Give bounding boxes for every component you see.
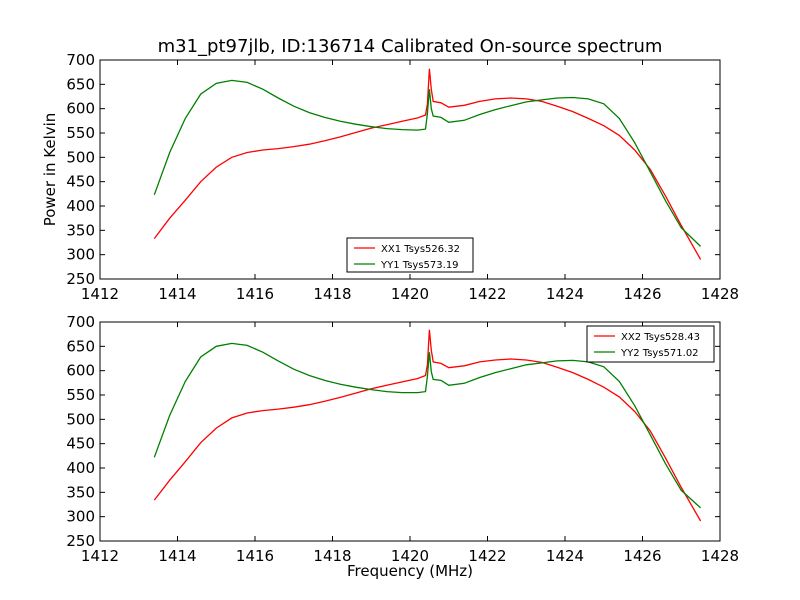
x-tick-label: 1412 — [81, 547, 119, 565]
y-tick-label: 550 — [66, 124, 95, 142]
y-tick-label: 500 — [66, 410, 95, 428]
legend: XX2 Tsys528.43 YY2 Tsys571.02 — [586, 325, 715, 363]
x-tick-label: 1422 — [468, 285, 506, 303]
x-tick-label: 1420 — [391, 547, 429, 565]
x-tick-label: 1428 — [701, 547, 739, 565]
y-axis-label: Power in Kelvin — [41, 113, 59, 227]
y-tick-label: 250 — [66, 532, 95, 550]
y-tick-label: 600 — [66, 362, 95, 380]
bottom-panel: 1412 1414 1416 1418 1420 1422 1424 1426 1428 250 3… — [66, 313, 739, 580]
x-tick-label: 1428 — [701, 285, 739, 303]
legend: XX1 Tsys526.32 YY1 Tsys573.19 — [346, 237, 474, 273]
figure-title: m31_pt97jlb, ID:136714 Calibrated On-sou… — [158, 36, 663, 57]
y-tick-label: 450 — [66, 435, 95, 453]
y-tick-label: 700 — [66, 313, 95, 331]
series-line-yy1 — [153, 79, 702, 247]
x-tick-label: 1416 — [236, 285, 274, 303]
x-tick-label: 1418 — [313, 285, 351, 303]
series-line-xx2 — [153, 329, 702, 522]
series-line-yy2 — [153, 342, 702, 509]
x-tick-label: 1424 — [546, 285, 584, 303]
x-tick-label: 1416 — [236, 547, 274, 565]
x-tick-label: 1418 — [313, 547, 351, 565]
y-tick-label: 550 — [66, 386, 95, 404]
x-tick-label: 1424 — [546, 547, 584, 565]
x-axis-label: Frequency (MHz) — [347, 562, 473, 580]
y-tick-label: 250 — [66, 270, 95, 288]
legend-box — [586, 325, 715, 363]
y-tick-label: 300 — [66, 508, 95, 526]
legend-entry: XX1 Tsys526.32 — [381, 244, 460, 255]
y-tick-label: 500 — [66, 148, 95, 166]
legend-entry: YY2 Tsys571.02 — [620, 348, 699, 359]
x-tick-label: 1420 — [391, 285, 429, 303]
legend-entry: XX2 Tsys528.43 — [621, 332, 700, 343]
y-tick-label: 650 — [66, 75, 95, 93]
x-tick-label: 1414 — [158, 285, 196, 303]
x-tick-label: 1426 — [623, 285, 661, 303]
y-tick-label: 450 — [66, 173, 95, 191]
series-line-xx1 — [153, 68, 702, 260]
legend-box — [346, 237, 474, 273]
x-tick-label: 1412 — [81, 285, 119, 303]
x-tick-label: 1414 — [158, 547, 196, 565]
y-tick-label: 600 — [66, 100, 95, 118]
y-tick-label: 400 — [66, 197, 95, 215]
x-tick-label: 1426 — [623, 547, 661, 565]
top-panel: 1412 1414 1416 1418 1420 1422 1424 1426 1428 250 3… — [41, 51, 739, 303]
y-tick-label: 650 — [66, 337, 95, 355]
y-tick-label: 350 — [66, 483, 95, 501]
y-tick-label: 300 — [66, 246, 95, 264]
legend-entry: YY1 Tsys573.19 — [380, 260, 459, 271]
y-tick-label: 400 — [66, 459, 95, 477]
y-tick-label: 350 — [66, 221, 95, 239]
y-tick-label: 700 — [66, 51, 95, 69]
x-tick-label: 1422 — [468, 547, 506, 565]
